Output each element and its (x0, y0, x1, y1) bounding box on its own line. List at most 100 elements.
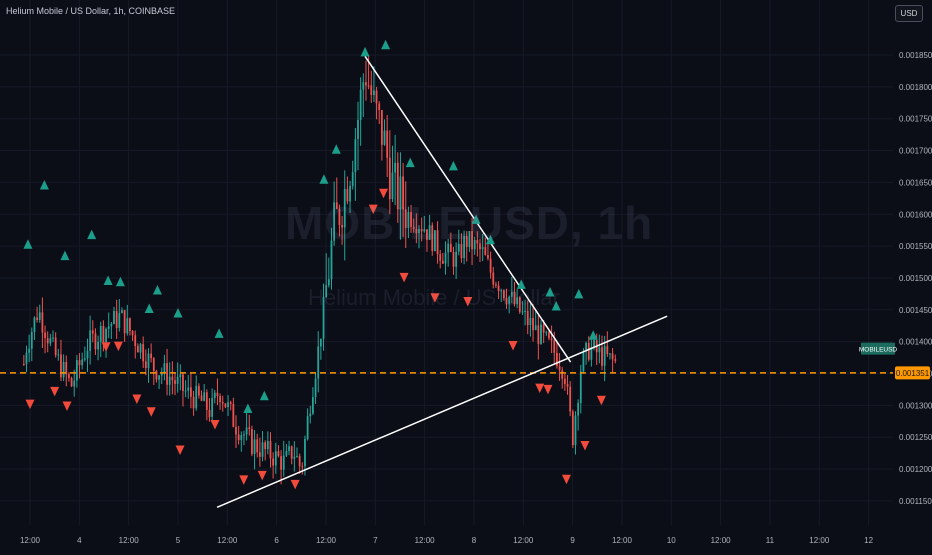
candle-body (290, 446, 293, 459)
candle-body (251, 429, 253, 455)
last-price-label: 0.001351 (896, 369, 930, 378)
candle-body (518, 297, 521, 312)
down-signal-marker (257, 470, 267, 481)
candle-body (163, 363, 166, 374)
y-tick-label: 0.001700 (899, 147, 932, 156)
up-signal-marker (516, 279, 526, 289)
trendlines (216, 55, 668, 508)
candle-body (277, 451, 280, 457)
up-signal-marker (115, 276, 125, 287)
candle-body (70, 378, 73, 387)
candle-body (256, 439, 259, 453)
y-tick-label: 0.001450 (899, 306, 932, 315)
candle-body (166, 363, 168, 385)
candle-body (614, 359, 617, 361)
candle-body (418, 229, 420, 234)
up-signal-marker (471, 214, 481, 224)
down-signal-marker (239, 475, 249, 485)
down-signal-marker (463, 297, 473, 307)
candle-body (184, 390, 187, 392)
candle-body (293, 456, 296, 459)
candle-body (404, 209, 407, 228)
candle-body (441, 260, 444, 264)
candle-body (190, 387, 192, 397)
candle-body (60, 354, 62, 378)
candle-body (603, 346, 606, 366)
candle-body (452, 252, 455, 267)
x-tick-label: 6 (274, 536, 279, 545)
up-signal-marker (87, 229, 97, 240)
currency-button[interactable]: USD (895, 5, 923, 22)
candle-body (524, 310, 526, 312)
candle-body (601, 347, 603, 366)
candle-body (479, 243, 481, 250)
candle-body (107, 326, 110, 329)
candle-body (460, 243, 463, 259)
candle-body (391, 172, 394, 200)
y-tick-label: 0.001250 (899, 433, 932, 442)
candle-body (394, 162, 397, 173)
x-tick-label: 12:00 (415, 536, 436, 545)
candle-body (306, 416, 309, 440)
candle-body (529, 317, 532, 326)
trendline (216, 315, 668, 508)
down-signal-marker (543, 384, 553, 395)
candle-body (272, 458, 275, 466)
candle-body (89, 330, 92, 351)
candle-body (235, 426, 237, 435)
candle-body (609, 353, 611, 355)
candle-body (463, 236, 465, 259)
candle-body (57, 354, 60, 356)
candle-body (593, 340, 595, 348)
down-signal-marker (50, 386, 60, 397)
down-signal-marker (399, 272, 409, 283)
candle-body (487, 254, 489, 259)
candle-body (500, 290, 503, 292)
down-signal-marker (113, 341, 123, 352)
candle-body (357, 119, 359, 140)
up-signal-marker (319, 174, 329, 184)
x-tick-label: 8 (472, 536, 477, 545)
last-price-label-bg (895, 366, 930, 380)
candle-body (62, 361, 65, 378)
candle-body (240, 435, 243, 441)
candle-body (473, 240, 476, 250)
candle-body (325, 285, 328, 298)
candle-body (553, 340, 556, 353)
candle-body (598, 347, 601, 353)
y-tick-label: 0.001300 (899, 401, 932, 410)
up-signal-marker (448, 160, 458, 171)
candle-body (457, 243, 460, 252)
candle-body (25, 352, 28, 365)
down-signal-marker (62, 401, 72, 411)
y-tick-label: 0.001600 (899, 210, 932, 219)
candle-body (587, 342, 590, 360)
candle-body (285, 451, 288, 456)
candle-body (182, 374, 184, 391)
candle-body (83, 358, 86, 360)
candle-body (606, 346, 609, 354)
candle-body (481, 247, 484, 250)
candle-body (367, 85, 370, 87)
candle-body (566, 383, 569, 387)
candle-body (118, 312, 121, 328)
candle-body (351, 172, 354, 187)
x-tick-label: 12:00 (809, 536, 830, 545)
candle-body (497, 285, 500, 292)
candle-body (489, 258, 492, 273)
candle-body (420, 229, 423, 232)
candle-body (115, 311, 118, 328)
candle-body (375, 90, 378, 104)
candle-body (577, 402, 580, 416)
candle-body (495, 284, 497, 286)
candle-body (436, 230, 439, 254)
candle-body (94, 333, 97, 350)
candle-body (378, 103, 381, 111)
candle-body (534, 325, 537, 331)
x-tick-label: 4 (77, 536, 82, 545)
candle-body (75, 360, 78, 381)
y-tick-label: 0.001850 (899, 51, 932, 60)
candle-body (579, 371, 582, 403)
candle-body (561, 370, 564, 379)
